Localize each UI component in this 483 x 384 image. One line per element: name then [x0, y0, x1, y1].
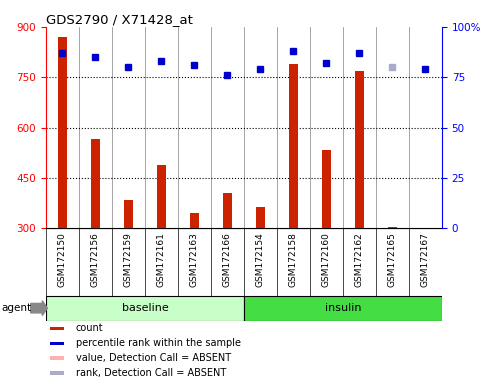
Bar [244, 296, 442, 321]
Text: baseline: baseline [122, 303, 168, 313]
Text: GSM172166: GSM172166 [223, 232, 232, 287]
Bar [388, 227, 397, 228]
Bar [50, 356, 64, 360]
Text: GSM172158: GSM172158 [289, 232, 298, 287]
Text: GSM172154: GSM172154 [256, 232, 265, 286]
Bar [50, 327, 64, 330]
Text: agent: agent [1, 303, 31, 313]
Bar [50, 371, 64, 375]
Bar [91, 139, 99, 228]
FancyArrow shape [31, 301, 47, 316]
Text: GSM172161: GSM172161 [157, 232, 166, 287]
Bar [355, 71, 364, 228]
Text: GSM172162: GSM172162 [355, 232, 364, 286]
Text: GSM172160: GSM172160 [322, 232, 331, 287]
Text: count: count [75, 323, 103, 333]
Bar [289, 64, 298, 228]
Text: GSM172165: GSM172165 [388, 232, 397, 287]
Bar [223, 193, 231, 228]
Bar [46, 296, 244, 321]
Bar [322, 149, 330, 228]
Bar [190, 214, 199, 228]
Text: rank, Detection Call = ABSENT: rank, Detection Call = ABSENT [75, 368, 226, 378]
Bar [50, 341, 64, 345]
Text: GSM172167: GSM172167 [421, 232, 430, 287]
Bar [256, 207, 265, 228]
Text: GSM172156: GSM172156 [91, 232, 100, 287]
Text: GSM172163: GSM172163 [190, 232, 199, 287]
Bar [157, 165, 166, 228]
Text: insulin: insulin [325, 303, 361, 313]
Text: GSM172150: GSM172150 [58, 232, 67, 287]
Text: value, Detection Call = ABSENT: value, Detection Call = ABSENT [75, 353, 231, 363]
Bar [124, 200, 132, 228]
Bar [58, 37, 67, 228]
Text: GSM172159: GSM172159 [124, 232, 133, 287]
Text: GDS2790 / X71428_at: GDS2790 / X71428_at [46, 13, 193, 26]
Text: percentile rank within the sample: percentile rank within the sample [75, 338, 241, 348]
